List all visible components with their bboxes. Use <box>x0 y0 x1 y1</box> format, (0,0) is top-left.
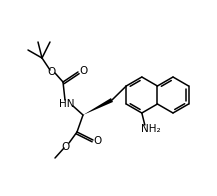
Text: O: O <box>61 142 69 152</box>
Text: HN: HN <box>59 99 75 109</box>
Text: O: O <box>79 66 87 76</box>
Polygon shape <box>83 98 113 115</box>
Text: NH₂: NH₂ <box>141 124 161 134</box>
Text: O: O <box>47 67 55 77</box>
Text: O: O <box>94 136 102 146</box>
